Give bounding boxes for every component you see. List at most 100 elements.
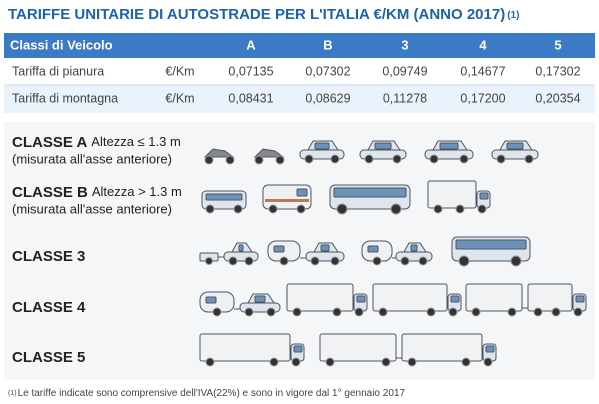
table-header-bg <box>4 33 595 58</box>
wheel <box>228 256 238 266</box>
wheel <box>496 154 506 164</box>
wheel <box>205 204 215 214</box>
table-header-cell: 5 <box>554 37 561 52</box>
vehicle-body <box>205 296 217 304</box>
vehicle-body <box>356 295 366 303</box>
table-cell: 0,17200 <box>460 91 505 105</box>
vehicle-body <box>455 239 527 250</box>
motorbike <box>253 148 285 158</box>
vehicle-body <box>205 193 243 201</box>
wheel <box>266 307 276 317</box>
wheel <box>336 203 348 215</box>
wheel <box>510 255 522 267</box>
vehicle-body <box>320 244 330 252</box>
wheel <box>533 307 543 317</box>
table-header-cell: Classi di Veicolo <box>10 37 113 52</box>
vehicle-body <box>293 345 303 353</box>
vehicle-body <box>401 333 483 362</box>
wheel <box>254 155 264 165</box>
vehicle-body <box>527 283 573 312</box>
vehicle-body <box>333 187 407 198</box>
table-cell: 0,14677 <box>460 64 505 78</box>
vehicle-body <box>319 333 397 362</box>
wheel <box>392 154 402 164</box>
wheel <box>461 357 471 367</box>
table-row-bg <box>4 85 595 113</box>
class-label: CLASSE 5 <box>12 349 85 366</box>
vehicle-body <box>273 245 285 253</box>
footnote-marker: (1) <box>8 390 17 397</box>
table-cell: €/Km <box>165 64 194 78</box>
wheel <box>205 357 215 367</box>
wheel <box>304 154 314 164</box>
wheel <box>418 256 428 266</box>
wheel <box>364 154 374 164</box>
vehicle-body <box>296 188 308 197</box>
table-header-cell: 4 <box>479 37 487 52</box>
wheel <box>459 154 469 164</box>
class-name: CLASSE 5 <box>12 349 85 366</box>
wheel <box>573 307 583 317</box>
wheel <box>332 307 342 317</box>
wheel <box>429 154 439 164</box>
table-cell: Tariffa di montagna <box>12 91 118 105</box>
table-cell: 0,07135 <box>228 64 273 78</box>
class-label: CLASSE 4 <box>12 299 86 316</box>
wheel <box>471 307 481 317</box>
vehicle-body <box>479 192 489 200</box>
vehicle-body <box>439 142 459 150</box>
table-cell: 0,07302 <box>305 64 350 78</box>
table-cell: €/Km <box>165 91 194 105</box>
class-note: (misurata all'asse anteriore) <box>12 151 172 166</box>
table-row-bg <box>4 58 595 85</box>
wheel <box>378 307 388 317</box>
vehicle-body <box>254 295 266 303</box>
wheel <box>310 256 320 266</box>
class-name: CLASSE 4 <box>12 299 86 316</box>
wheel <box>524 154 534 164</box>
table-cell: 0,17302 <box>535 64 580 78</box>
table-cell: 0,20354 <box>535 91 580 105</box>
class-detail: Altezza > 1.3 m <box>92 184 182 199</box>
wheel <box>275 155 285 165</box>
table-header-cell: A <box>246 37 256 52</box>
wheel <box>458 255 470 267</box>
vehicle-body <box>286 283 354 312</box>
title: TARIFFE UNITARIE DI AUTOSTRADE PER L'ITA… <box>8 6 519 23</box>
footnote: (1)Le tariffe indicate sono comprensive … <box>8 388 405 399</box>
table-cell: 0,11278 <box>383 91 427 105</box>
wheel <box>205 257 213 265</box>
wheel <box>390 203 402 215</box>
vehicle-body <box>238 244 244 252</box>
table-header-cell: 3 <box>401 37 408 52</box>
footnote-text: Le tariffe indicate sono comprensive del… <box>18 388 406 399</box>
vehicle-body <box>575 295 585 303</box>
wheel <box>296 204 306 214</box>
vehicle-body <box>485 345 495 353</box>
wheel <box>292 307 302 317</box>
class-name: CLASSE A <box>12 134 87 151</box>
class-label: CLASSE B Altezza > 1.3 m <box>12 184 182 201</box>
vehicle-body <box>372 283 448 312</box>
stripe <box>265 199 309 202</box>
wheel <box>477 204 487 214</box>
wheel <box>426 307 436 317</box>
wheel <box>225 155 235 165</box>
vehicle-body <box>374 142 392 150</box>
wheel <box>269 357 279 367</box>
table-cell: 0,09749 <box>382 64 427 78</box>
wheel <box>483 357 493 367</box>
table-cell: Tariffa di pianura <box>12 64 104 78</box>
wheel <box>212 307 222 317</box>
wheel <box>325 357 335 367</box>
wheel <box>372 256 382 266</box>
vehicle-body <box>506 142 524 150</box>
wheel <box>433 204 443 214</box>
vehicle-body <box>367 245 379 253</box>
wheel <box>330 154 340 164</box>
wheel <box>448 307 458 317</box>
wheel <box>244 307 254 317</box>
wheel <box>551 307 561 317</box>
motorbike <box>203 148 235 158</box>
